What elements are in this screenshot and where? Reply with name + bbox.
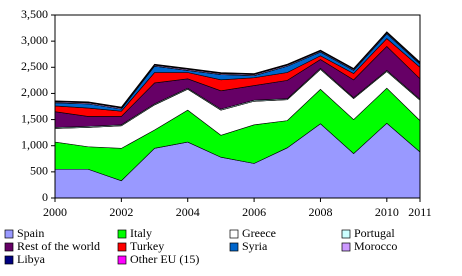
legend-label: Portugal (354, 226, 395, 240)
legend-label: Spain (17, 226, 44, 240)
plot-frame (54, 14, 421, 199)
y-tick-label: 2,000 (21, 85, 48, 99)
x-tick-label: 2004 (176, 205, 200, 219)
legend-swatch (341, 242, 351, 252)
y-tick-label: 1,500 (21, 111, 48, 125)
x-tick-label: 2011 (408, 205, 432, 219)
legend-label: Other EU (15) (130, 252, 199, 266)
legend-label: Turkey (130, 239, 164, 253)
x-tick-label: 2002 (109, 205, 133, 219)
x-tick-label: 2008 (308, 205, 332, 219)
legend-label: Rest of the world (17, 239, 100, 253)
legend-swatch (117, 242, 127, 252)
x-tick-label: 2000 (43, 205, 67, 219)
legend-label: Morocco (354, 239, 397, 253)
legend-label: Libya (17, 252, 46, 266)
y-tick-label: 1,000 (21, 137, 48, 151)
legend-swatch (229, 242, 239, 252)
y-tick-label: 500 (30, 164, 48, 178)
y-tick-label: 2,500 (21, 59, 48, 73)
y-tick-label: 3,500 (21, 7, 48, 21)
legend-swatch (341, 229, 351, 239)
legend-swatch (4, 229, 14, 239)
legend-swatch (4, 255, 14, 265)
legend-swatch (4, 242, 14, 252)
y-tick-label: 0 (42, 190, 48, 204)
x-tick-label: 2010 (375, 205, 399, 219)
legend-swatch (229, 229, 239, 239)
legend-label: Syria (242, 239, 268, 253)
legend-swatch (117, 255, 127, 265)
x-tick-label: 2006 (242, 205, 266, 219)
legend-swatch (117, 229, 127, 239)
y-tick-label: 3,000 (21, 33, 48, 47)
legend-label: Greece (242, 226, 276, 240)
legend-label: Italy (130, 226, 152, 240)
